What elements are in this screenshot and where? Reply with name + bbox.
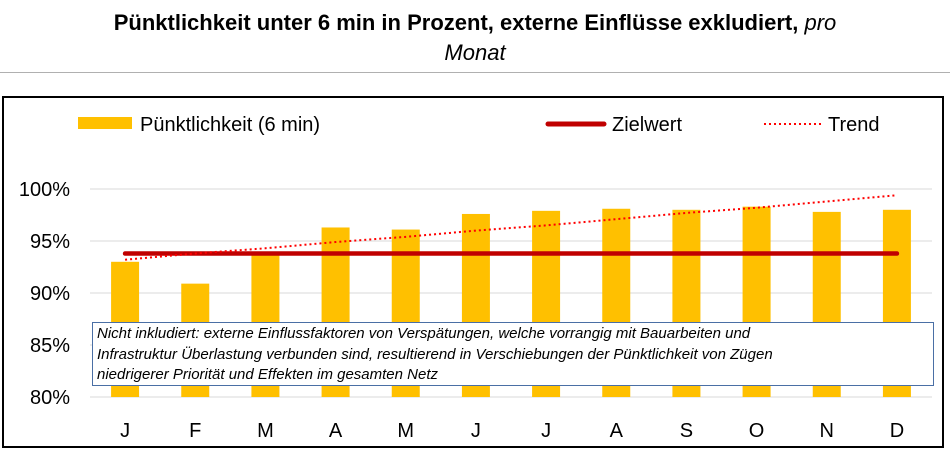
note-line-3: niedrigerer Priorität und Effekten im ge…	[97, 366, 438, 383]
note-line-1: Nicht inkludiert: externe Einflussfaktor…	[97, 325, 751, 342]
y-tick-label: 95%	[30, 231, 70, 253]
x-tick-label: M	[397, 420, 414, 442]
x-tick-label: D	[890, 420, 904, 442]
x-tick-label: A	[610, 420, 624, 442]
legend-label-zielwert: Zielwert	[612, 114, 682, 136]
legend-swatch-puenktlichkeit	[78, 117, 132, 129]
x-tick-label: O	[749, 420, 765, 442]
x-tick-label: J	[541, 420, 551, 442]
x-tick-label: J	[471, 420, 481, 442]
legend-label-trend: Trend	[828, 114, 880, 136]
note-line-2: Infrastruktur Überlastung verbunden sind…	[97, 345, 773, 363]
x-tick-label: A	[329, 420, 343, 442]
title-main: Pünktlichkeit unter 6 min in Prozent, ex…	[113, 10, 799, 35]
title-italic-pro: pro	[804, 10, 837, 35]
x-tick-label: S	[680, 420, 693, 442]
trend-line	[124, 194, 898, 261]
x-tick-label: J	[120, 420, 130, 442]
x-tick-label: F	[189, 420, 201, 442]
page-title: Pünktlichkeit unter 6 min in Prozent, ex…	[0, 8, 950, 68]
note-box: Nicht inkludiert: externe Einflussfaktor…	[92, 322, 934, 386]
title-divider	[0, 72, 950, 73]
y-tick-label: 85%	[30, 335, 70, 357]
y-tick-label: 100%	[19, 179, 70, 201]
title-italic-monat: Monat	[444, 40, 506, 65]
legend-label-puenktlichkeit: Pünktlichkeit (6 min)	[140, 114, 320, 136]
y-tick-label: 80%	[30, 387, 70, 409]
y-tick-label: 90%	[30, 283, 70, 305]
x-tick-label: M	[257, 420, 274, 442]
x-tick-label: N	[820, 420, 834, 442]
